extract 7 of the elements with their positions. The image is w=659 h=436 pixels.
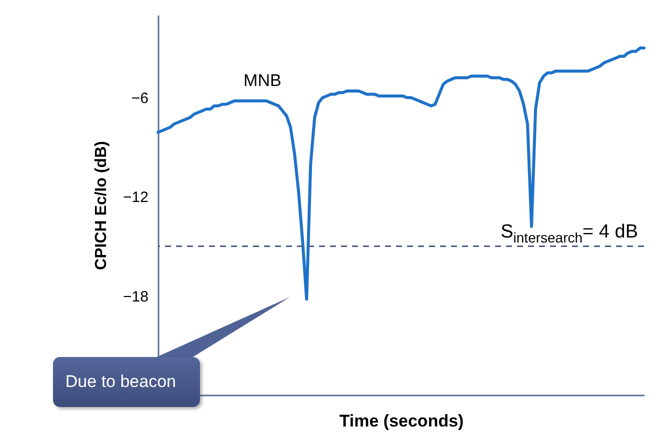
annotation: Due to beacon bbox=[53, 357, 200, 407]
line-series bbox=[156, 46, 646, 301]
y-axis-title: CPICH Ec/Io (dB) bbox=[93, 141, 110, 270]
series-label: MNB bbox=[244, 70, 282, 90]
x-axis-title: Time (seconds) bbox=[339, 412, 464, 430]
y-tick-label: −12 bbox=[123, 189, 148, 206]
y-tick-label: −6 bbox=[131, 90, 148, 108]
